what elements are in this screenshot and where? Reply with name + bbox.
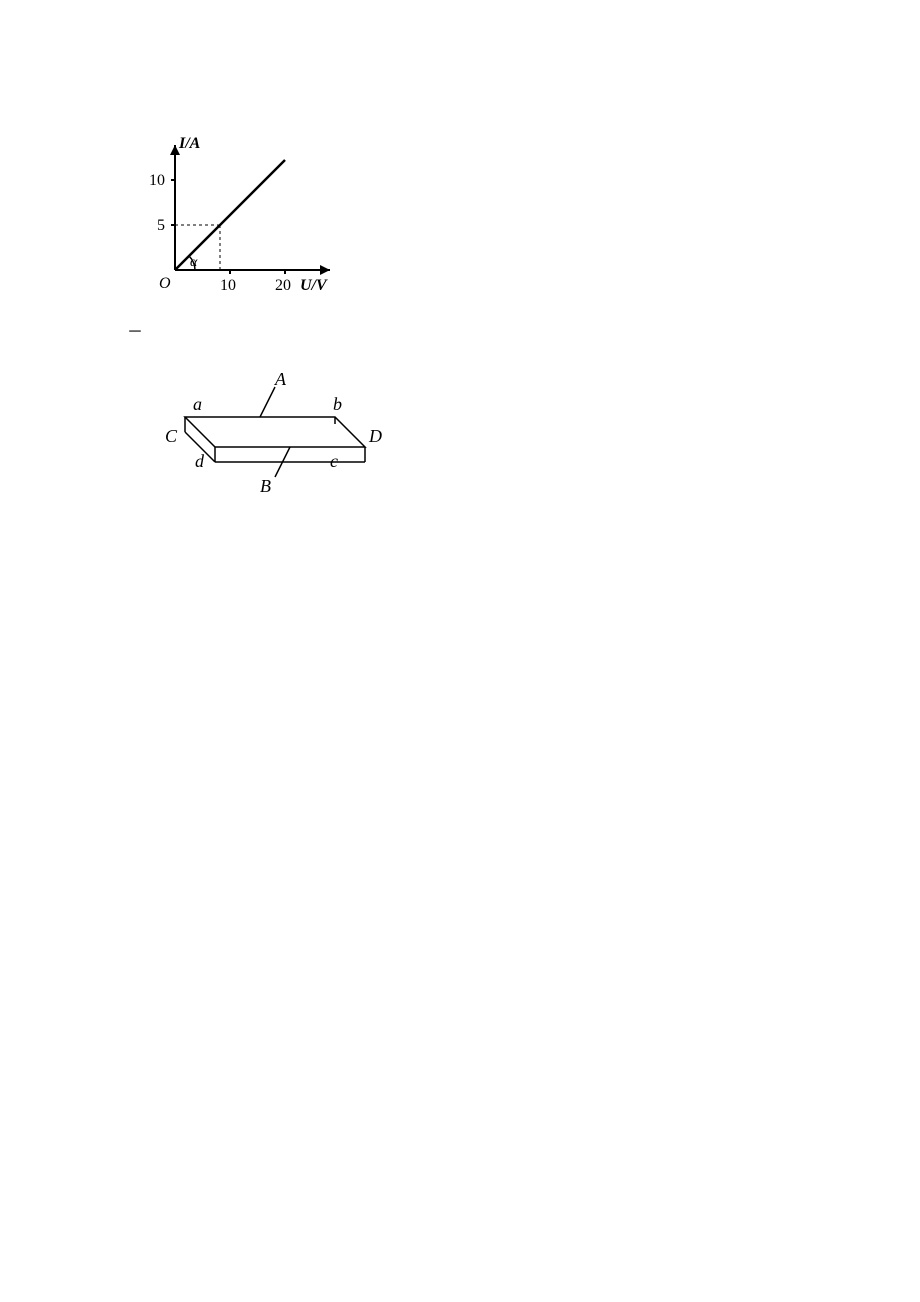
q1-option-c: － xyxy=(95,314,825,352)
label-a: a xyxy=(193,394,202,414)
label-C: C xyxy=(165,426,178,446)
q2-diagram: a A b C D d B c xyxy=(135,362,825,507)
ytick-10: 10 xyxy=(149,172,165,189)
x-axis-label: U/V xyxy=(300,277,328,294)
label-d: d xyxy=(195,451,205,471)
angle-label: α xyxy=(190,255,198,270)
label-c: c xyxy=(330,451,338,471)
label-A: A xyxy=(274,369,287,389)
y-axis-label: I/A xyxy=(178,135,201,152)
origin-label: O xyxy=(159,275,171,292)
label-D: D xyxy=(368,426,382,446)
xtick-10: 10 xyxy=(220,277,236,294)
label-B: B xyxy=(260,476,271,496)
ytick-5: 5 xyxy=(157,217,165,234)
q2-options xyxy=(95,523,825,561)
label-b: b xyxy=(333,394,342,414)
q1-chart: 5 10 10 20 O α I/A U/V xyxy=(135,130,825,300)
xtick-20: 20 xyxy=(275,277,291,294)
